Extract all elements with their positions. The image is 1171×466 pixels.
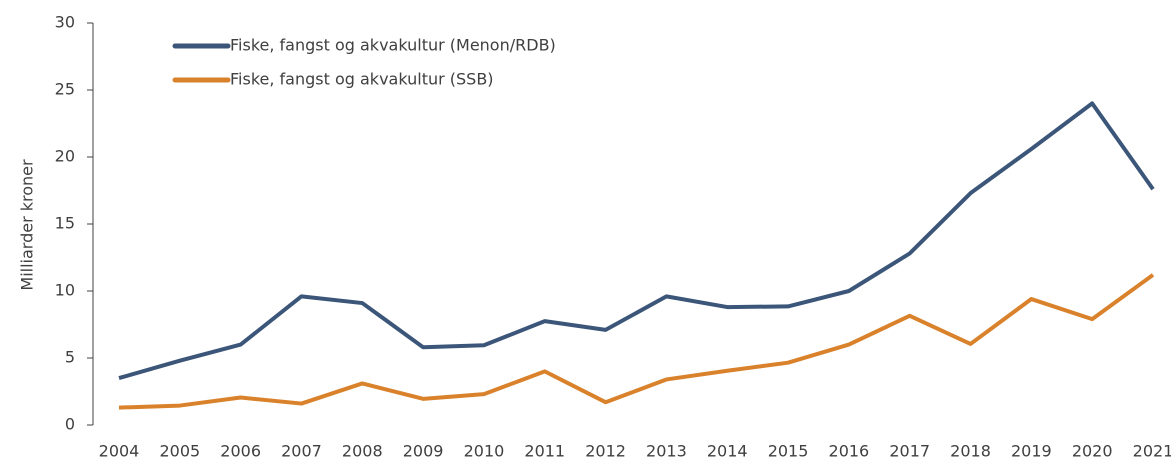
x-tick-label: 2009: [403, 442, 444, 461]
x-tick-label: 2010: [464, 442, 505, 461]
x-tick-label: 2011: [524, 442, 565, 461]
x-tick-label: 2015: [768, 442, 809, 461]
x-tick-label: 2012: [585, 442, 626, 461]
y-axis-label: Milliarder kroner: [18, 159, 37, 291]
y-tick-label: 25: [55, 80, 75, 99]
y-tick-label: 10: [55, 281, 75, 300]
x-tick-label: 2014: [707, 442, 748, 461]
x-tick-label: 2020: [1072, 442, 1113, 461]
x-tick-label: 2008: [342, 442, 383, 461]
x-tick-label: 2007: [281, 442, 322, 461]
y-tick-label: 0: [65, 415, 75, 434]
line: [118, 273, 1155, 410]
x-tick-label: 2004: [99, 442, 140, 461]
x-tick-label: 2019: [1011, 442, 1052, 461]
x-tick-label: 2006: [220, 442, 261, 461]
x-tick-label: 2016: [829, 442, 870, 461]
x-tick-label: 2017: [889, 442, 930, 461]
line: [118, 101, 1155, 381]
x-tick-label: 2013: [646, 442, 687, 461]
x-tick-label: 2005: [159, 442, 200, 461]
x-tick-label: 2021: [1133, 442, 1171, 461]
x-tick-label: 2018: [950, 442, 991, 461]
legend-label: Fiske, fangst og akvakultur (SSB): [230, 70, 494, 89]
legend-label: Fiske, fangst og akvakultur (Menon/RDB): [230, 36, 556, 55]
y-tick-label: 5: [65, 348, 75, 367]
y-tick-label: 30: [55, 13, 75, 32]
y-tick-label: 15: [55, 214, 75, 233]
y-tick-label: 20: [55, 147, 75, 166]
